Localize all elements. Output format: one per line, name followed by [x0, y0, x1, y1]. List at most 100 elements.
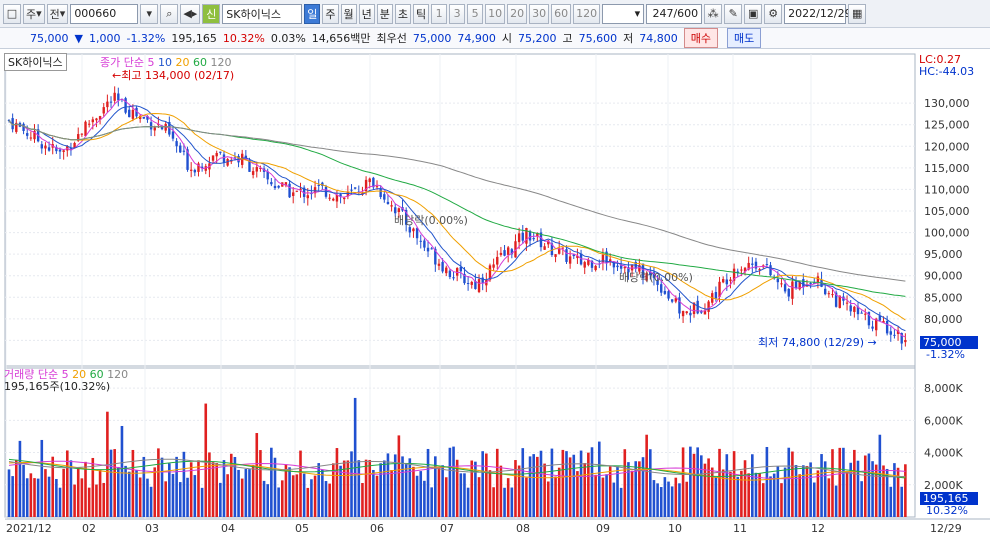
volume-bar	[499, 465, 503, 517]
candle-body	[816, 276, 820, 283]
interval-30[interactable]: 30	[529, 3, 550, 24]
type-select[interactable]: 주 ▾	[23, 3, 45, 24]
volume-bar	[725, 454, 729, 517]
interval-10[interactable]: 10	[485, 3, 506, 24]
down-arrow-icon: ▼	[74, 31, 83, 45]
volume-bar	[707, 458, 710, 517]
volume-bar	[619, 487, 623, 517]
volume-tick-label: 8,000K	[924, 382, 963, 395]
volume-bar	[186, 477, 189, 517]
candle-body	[583, 262, 586, 268]
volume-bar	[536, 456, 539, 517]
gear-icon[interactable]: ⚙	[764, 3, 783, 24]
volume-bar	[259, 450, 262, 517]
speaker-icon[interactable]: ◀▸	[180, 3, 201, 24]
candle-body	[536, 233, 539, 237]
volume-bar	[215, 463, 218, 517]
volume-bar	[546, 481, 550, 517]
candle-body	[423, 240, 426, 248]
candle-body	[747, 262, 750, 270]
candle-body	[160, 126, 164, 130]
volume-bar	[393, 454, 397, 517]
candle-body	[328, 197, 331, 199]
volume-bar	[579, 450, 583, 517]
interval-120[interactable]: 120	[573, 3, 601, 24]
interval-1[interactable]: 1	[431, 3, 448, 24]
last-price-tag: 75,000	[920, 336, 978, 349]
candle-body	[353, 187, 357, 189]
volume-bar	[423, 480, 426, 517]
candle-body	[58, 149, 62, 152]
period-week[interactable]: 주	[322, 3, 339, 24]
volume-bar	[138, 477, 142, 517]
volume-bar	[248, 469, 251, 517]
interval-3[interactable]: 3	[449, 3, 466, 24]
period-tick[interactable]: 틱	[413, 3, 430, 24]
sell-button[interactable]: 매도	[727, 28, 762, 48]
candle-body	[827, 293, 831, 295]
count-field[interactable]: 247/600	[646, 3, 703, 24]
candle-body	[605, 251, 608, 264]
volume-bar	[76, 467, 80, 517]
pin-icon[interactable]: ⁂	[704, 3, 723, 24]
volume-bar	[375, 475, 379, 517]
period-month[interactable]: 월	[340, 3, 357, 24]
interval-60[interactable]: 60	[551, 3, 572, 24]
date-field[interactable]: 2022/12/29	[784, 3, 852, 24]
save-icon[interactable]: ▣	[744, 3, 763, 24]
hc-value: HC:-44.03	[919, 65, 975, 78]
volume-bar	[240, 478, 244, 517]
volume-bar	[160, 457, 164, 517]
period-year[interactable]: 년	[358, 3, 375, 24]
volume-bar	[55, 478, 58, 517]
interval-20[interactable]: 20	[507, 3, 528, 24]
volume-bar	[142, 456, 146, 517]
candle-body	[743, 267, 747, 272]
search-icon[interactable]: ⌕	[160, 3, 179, 24]
volume-bar	[430, 487, 433, 517]
calendar-icon[interactable]: ▦	[848, 3, 867, 24]
volume-bar	[368, 459, 372, 517]
volume-bar	[823, 461, 827, 517]
candle-body	[696, 300, 699, 314]
volume-bar	[809, 462, 812, 517]
candle-body	[736, 271, 739, 274]
interval-input[interactable]: ▾	[602, 3, 645, 24]
period-minute[interactable]: 분	[376, 3, 393, 24]
candle-body	[375, 186, 379, 188]
volume-bar	[18, 440, 22, 517]
candle-body	[547, 240, 550, 245]
volume-bar	[630, 470, 634, 517]
candle-body	[332, 198, 335, 201]
interval-5[interactable]: 5	[467, 3, 484, 24]
volume-bar	[587, 452, 590, 517]
candle-body	[142, 116, 146, 119]
code-input[interactable]: 000660	[70, 3, 139, 24]
buy-button[interactable]: 매수	[683, 28, 719, 48]
candle-body	[758, 269, 761, 271]
volume-bar	[237, 469, 240, 517]
volume-bar	[860, 481, 863, 517]
candle-body	[266, 171, 269, 180]
volume-bar	[816, 470, 820, 517]
candle-body	[251, 171, 255, 175]
volume-bar	[197, 460, 200, 517]
candle-body	[543, 246, 546, 250]
candle-body	[514, 241, 517, 258]
draw-icon[interactable]: ✎	[724, 3, 743, 24]
type-select-2[interactable]: 전 ▾	[46, 3, 69, 24]
period-second[interactable]: 초	[394, 3, 412, 24]
volume-bar	[703, 463, 707, 517]
volume-bar	[466, 487, 470, 517]
candle-body	[678, 297, 681, 314]
price-volume-chart[interactable]: 130,000 125,000 120,000 115,000 110,000 105,0…	[0, 50, 990, 537]
volume-bar	[124, 465, 127, 517]
volume-bar	[867, 453, 871, 517]
window-icon[interactable]: □	[3, 3, 21, 24]
candle-body	[277, 185, 280, 188]
candle-body	[813, 282, 816, 284]
volume-current: 195,165주(10.32%)	[4, 380, 111, 393]
code-dropdown-icon[interactable]: ▾	[140, 3, 159, 24]
volume-bar	[328, 483, 331, 517]
period-day[interactable]: 일	[304, 3, 321, 24]
